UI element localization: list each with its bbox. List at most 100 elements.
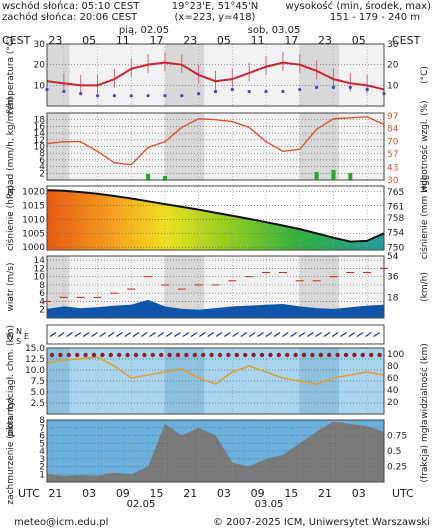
wind-direction-arrow <box>373 332 381 337</box>
y-tick-label: 10 <box>34 143 46 153</box>
y-tick-label-right: 84 <box>387 124 399 134</box>
wind-direction-arrow <box>99 332 107 337</box>
y-tick-label: 5 <box>39 439 45 449</box>
wind-direction-arrow <box>232 332 239 337</box>
cloud-top-marker <box>243 352 248 358</box>
cloud-top-marker <box>159 352 164 358</box>
footer-email[interactable]: meteo@icm.edu.pl <box>14 517 109 528</box>
cloud-top-marker <box>217 352 223 358</box>
top-hour-label: 23 <box>183 34 198 47</box>
dewpoint-point <box>213 89 218 94</box>
bottom-hour-label: 21 <box>183 487 198 500</box>
bottom-date-1: 02.05 <box>126 499 156 510</box>
y-axis-label-right: ciśnienie (mm Hg) <box>419 177 430 259</box>
wind-direction-arrow <box>149 332 156 337</box>
precip-bar <box>162 175 167 180</box>
top-hour-label: 17 <box>284 34 299 47</box>
wind-direction-arrow <box>323 332 331 337</box>
wind-direction-arrow <box>306 332 314 337</box>
cloud-top-marker <box>142 352 147 358</box>
wind-direction-arrow <box>340 332 347 337</box>
y-tick-label: 7.5 <box>31 377 45 387</box>
wind-direction-arrow <box>91 332 98 337</box>
y-tick-label: 15.0 <box>25 344 45 354</box>
y-tick-label-right: 758 <box>387 214 404 224</box>
cloud-top-marker <box>276 352 281 358</box>
y-tick-label-right: 97 <box>387 112 398 122</box>
wind-direction-arrow <box>315 332 322 337</box>
wind-direction-arrow <box>66 332 73 337</box>
y-tick-label-right: 0.75 <box>387 432 407 442</box>
y-tick-label: 8 <box>39 149 45 159</box>
precip-bar <box>314 171 319 180</box>
y-tick-label: 10 <box>34 81 46 91</box>
wind-direction-arrow <box>157 332 165 337</box>
night-band <box>299 44 340 106</box>
bottom-hour-label: 03 <box>351 487 366 500</box>
grid-text: (x=223, y=418) <box>174 12 256 23</box>
dewpoint-point <box>365 87 369 92</box>
y-tick-label: 1 <box>39 470 45 480</box>
y-axis-label: wiatr (m/s) <box>6 263 16 312</box>
y-tick-label-right: 30 <box>387 176 399 186</box>
cloud-top-marker <box>268 352 273 358</box>
y-tick-label-right: 10 <box>387 81 399 91</box>
bottom-hour-label: 03 <box>82 487 97 500</box>
y-tick-label: 6 <box>39 289 45 299</box>
dewpoint-point <box>281 89 285 94</box>
bottom-hour-label: 03 <box>216 487 231 500</box>
y-axis-label: opad (mm/h, kg/m²/h) <box>6 97 16 196</box>
cloud-top-marker <box>150 352 155 358</box>
wind-direction-arrow <box>331 332 339 337</box>
y-axis-label-right: (°C) <box>420 66 430 84</box>
pressure-line <box>46 189 385 243</box>
y-tick-label-right: 18 <box>387 293 399 303</box>
y-tick-label: 2 <box>39 169 45 179</box>
cloud-top-marker <box>58 352 63 358</box>
precip-bar <box>348 172 353 180</box>
y-tick-label: 30 <box>34 40 46 50</box>
dewpoint-point <box>95 94 100 98</box>
top-tz-left: CEST <box>2 34 31 47</box>
cloud-top-marker <box>234 352 239 358</box>
y-tick-label: 2 <box>39 306 45 316</box>
y-tick-label: 4 <box>39 297 45 307</box>
wind-direction-arrow <box>273 332 281 337</box>
top-hour-label: 05 <box>216 34 231 47</box>
top-day-1: pią, 02.05 <box>118 25 170 36</box>
cloud-top-marker <box>75 352 80 358</box>
wind-direction-arrow <box>182 332 190 337</box>
cloud-top-marker <box>360 352 365 358</box>
cloud-cover-area <box>47 421 384 482</box>
bottom-hour-label: 15 <box>284 487 299 500</box>
cloud-top-marker <box>327 352 332 358</box>
cloud-top-marker <box>226 352 231 358</box>
wind-direction-arrow <box>348 332 356 337</box>
dewpoint-point <box>112 94 116 98</box>
temperature-line <box>46 61 385 91</box>
wind-direction-arrow <box>248 332 256 337</box>
wind-direction-arrow <box>140 332 148 337</box>
bottom-hour-label: 21 <box>48 487 63 500</box>
y-tick-label: 10.0 <box>25 366 45 376</box>
top-day-2: sob, 03.05 <box>247 25 301 36</box>
cloud-top-marker <box>310 352 315 358</box>
wind-direction-arrow <box>223 332 231 337</box>
cloud-top-marker <box>301 352 307 358</box>
y-tick-label: 1005 <box>22 229 45 239</box>
cloud-top-marker <box>184 352 189 358</box>
y-tick-label-right: 100 <box>387 350 404 360</box>
cloud-top-marker <box>209 352 214 358</box>
night-band <box>47 44 70 106</box>
cloud-top-marker <box>125 352 130 358</box>
footer-copyright: © 2007-2025 ICM, Uniwersytet Warszawski <box>213 517 430 528</box>
top-hour-label: 17 <box>149 34 164 47</box>
wind-direction-arrow <box>107 332 115 337</box>
bottom-hour-label: 09 <box>250 487 265 500</box>
dewpoint-point <box>129 94 133 98</box>
y-tick-label: 6 <box>39 156 45 166</box>
wind-direction-arrow <box>215 332 223 337</box>
y-tick-label-right: 80 <box>387 362 399 372</box>
cloud-top-marker <box>293 352 298 358</box>
